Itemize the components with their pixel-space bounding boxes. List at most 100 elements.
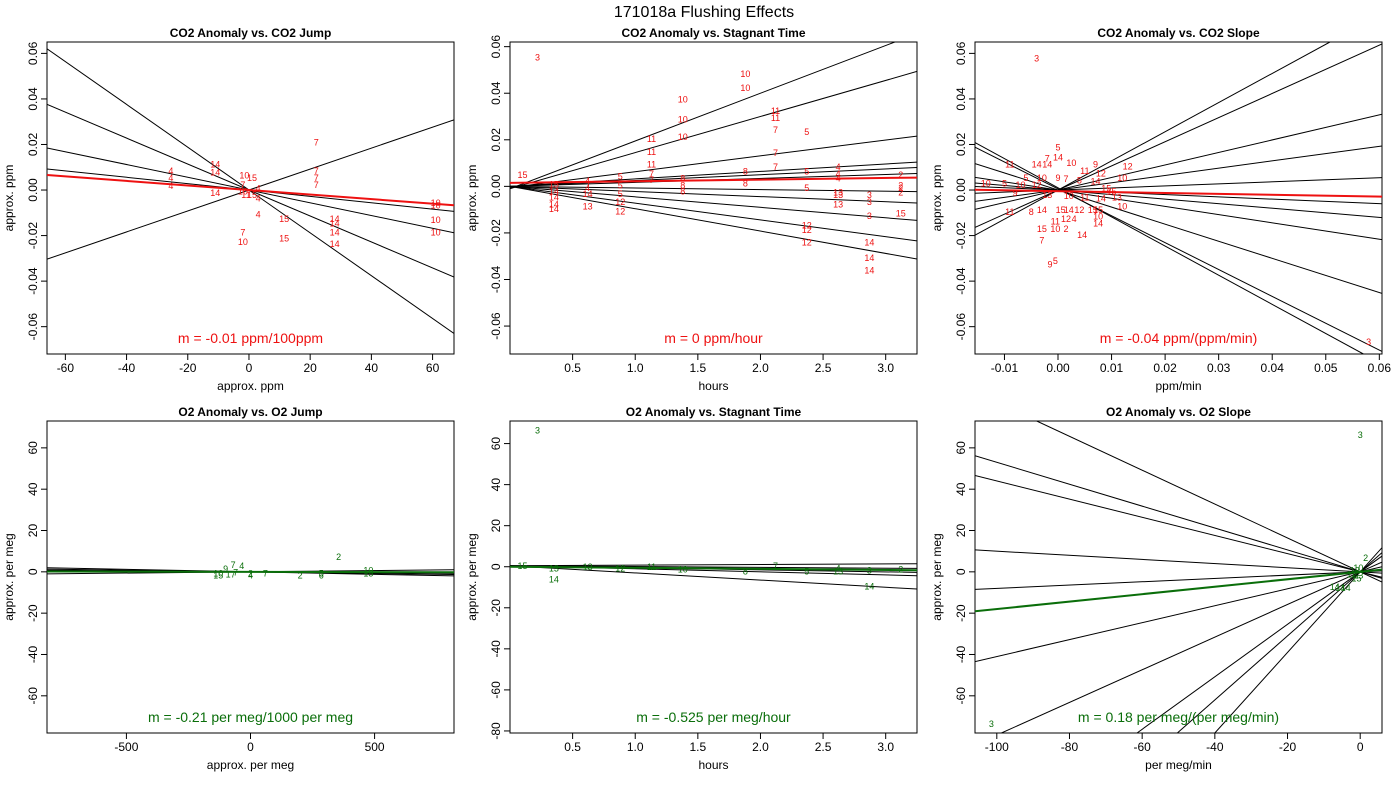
panel-o2-slope: O2 Anomaly vs. O2 Slope -100 -80 -60 -40 -20 0… <box>930 405 1383 772</box>
data-point-label: 15 <box>518 170 528 180</box>
plot-frame <box>974 420 1383 734</box>
data-point-label: 4 <box>836 162 841 172</box>
x-tick-label: 0.02 <box>1153 361 1177 375</box>
data-point-label: 5 <box>1023 173 1028 183</box>
y-tick-label: 0.00 <box>489 174 503 198</box>
data-point-label: 10 <box>1066 158 1076 168</box>
data-point-label: 10 <box>238 237 248 247</box>
slope-annotation: m = -0.04 ppm/(ppm/min) <box>1100 330 1258 346</box>
data-point-label: 15 <box>549 180 559 190</box>
data-point-label: 10 <box>1353 563 1363 573</box>
x-axis-label: approx. ppm <box>217 379 284 393</box>
data-point-label: 7 <box>263 568 268 578</box>
plot-frame <box>974 41 1383 355</box>
data-point-label: 5 <box>1002 179 1007 189</box>
panel-o2-jump: O2 Anomaly vs. O2 Jump -500 0 500 -60 -40 -20 0… <box>2 405 455 772</box>
data-point-label: 9 <box>1055 173 1060 183</box>
data-point-label: 3 <box>1366 337 1371 347</box>
data-point-label: 15 <box>1101 183 1111 193</box>
data-point-label: 15 <box>518 561 528 571</box>
plot-area: 4441414141015710111544477777101515141414… <box>47 48 454 334</box>
panel-title: O2 Anomaly vs. O2 Jump <box>178 405 322 419</box>
panel-title: O2 Anomaly vs. Stagnant Time <box>626 405 802 419</box>
data-point-label: 3 <box>535 53 540 63</box>
flight-fit-line <box>975 142 1364 354</box>
x-tick-label: -60 <box>1133 740 1151 754</box>
data-point-label: 4 <box>168 173 173 183</box>
data-point-label: 11 <box>647 134 656 144</box>
data-point-label: 3 <box>867 190 872 200</box>
data-point-label: 7 <box>314 173 319 183</box>
y-tick-label: -0.02 <box>954 222 968 250</box>
x-tick-label: 2.5 <box>815 740 832 754</box>
data-point-label: 6 <box>319 570 324 580</box>
panel-o2-stagnant-time: O2 Anomaly vs. Stagnant Time 0.5 1.0 1.5 2.0… <box>465 405 918 772</box>
y-tick-label: -0.04 <box>26 267 40 295</box>
data-point-label: 11 <box>647 562 656 572</box>
flight-fit-line <box>975 455 1382 579</box>
data-point-label: 7 <box>773 148 778 158</box>
data-point-label: 13 <box>583 202 593 212</box>
data-point-label: 14 <box>330 219 340 229</box>
y-tick-label: 0.06 <box>489 35 503 59</box>
flight-fit-line <box>1214 547 1382 733</box>
x-tick-label: 0.04 <box>1261 361 1285 375</box>
flight-fit-line <box>1136 555 1382 733</box>
data-point-label: 10 <box>431 200 441 210</box>
data-point-label: 3 <box>1034 53 1039 63</box>
data-point-label: 12 <box>615 563 625 573</box>
x-tick-label: -40 <box>1206 740 1224 754</box>
x-tick-label: 0.05 <box>1314 361 1338 375</box>
x-tick-label: 1.0 <box>627 740 644 754</box>
data-point-label: 8 <box>680 174 685 184</box>
data-point-label: 7 <box>1064 174 1069 184</box>
data-point-label: 13 <box>1353 570 1363 580</box>
x-tick-label: 0 <box>1357 740 1364 754</box>
x-tick-label: 500 <box>365 740 385 754</box>
flight-fit-line <box>975 185 1382 205</box>
data-point-label: 14 <box>864 253 874 263</box>
y-tick-label: 0.04 <box>954 87 968 111</box>
data-point-label: 12 <box>802 225 812 235</box>
x-tick-label: 2.0 <box>752 740 769 754</box>
y-tick-label: 40 <box>489 478 503 492</box>
flight-fit-line <box>510 565 917 590</box>
data-point-label: 2 <box>248 568 253 578</box>
data-point-label: 12 <box>1123 162 1133 172</box>
panel-title: CO2 Anomaly vs. Stagnant Time <box>621 26 805 40</box>
panel-title: CO2 Anomaly vs. CO2 Slope <box>1097 26 1260 40</box>
data-point-label: 14 <box>330 228 340 238</box>
data-point-label: 10 <box>431 228 441 238</box>
x-tick-label: 1.5 <box>690 361 707 375</box>
flight-fit-line <box>975 145 1382 202</box>
data-point-label: 14 <box>1053 153 1063 163</box>
y-tick-label: -20 <box>954 604 968 622</box>
y-tick-label: 60 <box>489 437 503 451</box>
x-tick-label: 1.5 <box>690 740 707 754</box>
data-point-label: 7 <box>231 560 236 570</box>
data-point-label: 15 <box>1037 224 1047 234</box>
data-point-label: 3 <box>867 197 872 207</box>
data-point-label: 7 <box>314 138 319 148</box>
data-point-label: 13 <box>833 199 843 209</box>
y-tick-label: -80 <box>489 722 503 740</box>
data-point-label: 4 <box>256 194 261 204</box>
x-tick-label: 0.5 <box>564 361 581 375</box>
slope-annotation: m = 0 ppm/hour <box>664 330 763 346</box>
data-point-label: 9 <box>1047 260 1052 270</box>
data-point-label: 8 <box>743 178 748 188</box>
y-tick-label: 0.02 <box>26 132 40 156</box>
flight-fit-line <box>510 185 917 260</box>
y-axis-label: approx. ppm <box>465 165 479 232</box>
x-tick-label: 2.5 <box>815 361 832 375</box>
y-tick-label: 0.06 <box>954 41 968 65</box>
data-point-label: 10 <box>1037 173 1047 183</box>
x-tick-label: -20 <box>179 361 197 375</box>
y-tick-label: 0 <box>954 568 968 575</box>
data-point-label: 14 <box>1096 194 1106 204</box>
panel-title: O2 Anomaly vs. O2 Slope <box>1106 405 1251 419</box>
x-tick-label: 0.00 <box>1046 361 1070 375</box>
data-point-label: 13 <box>549 563 559 573</box>
x-tick-label: 20 <box>303 361 317 375</box>
